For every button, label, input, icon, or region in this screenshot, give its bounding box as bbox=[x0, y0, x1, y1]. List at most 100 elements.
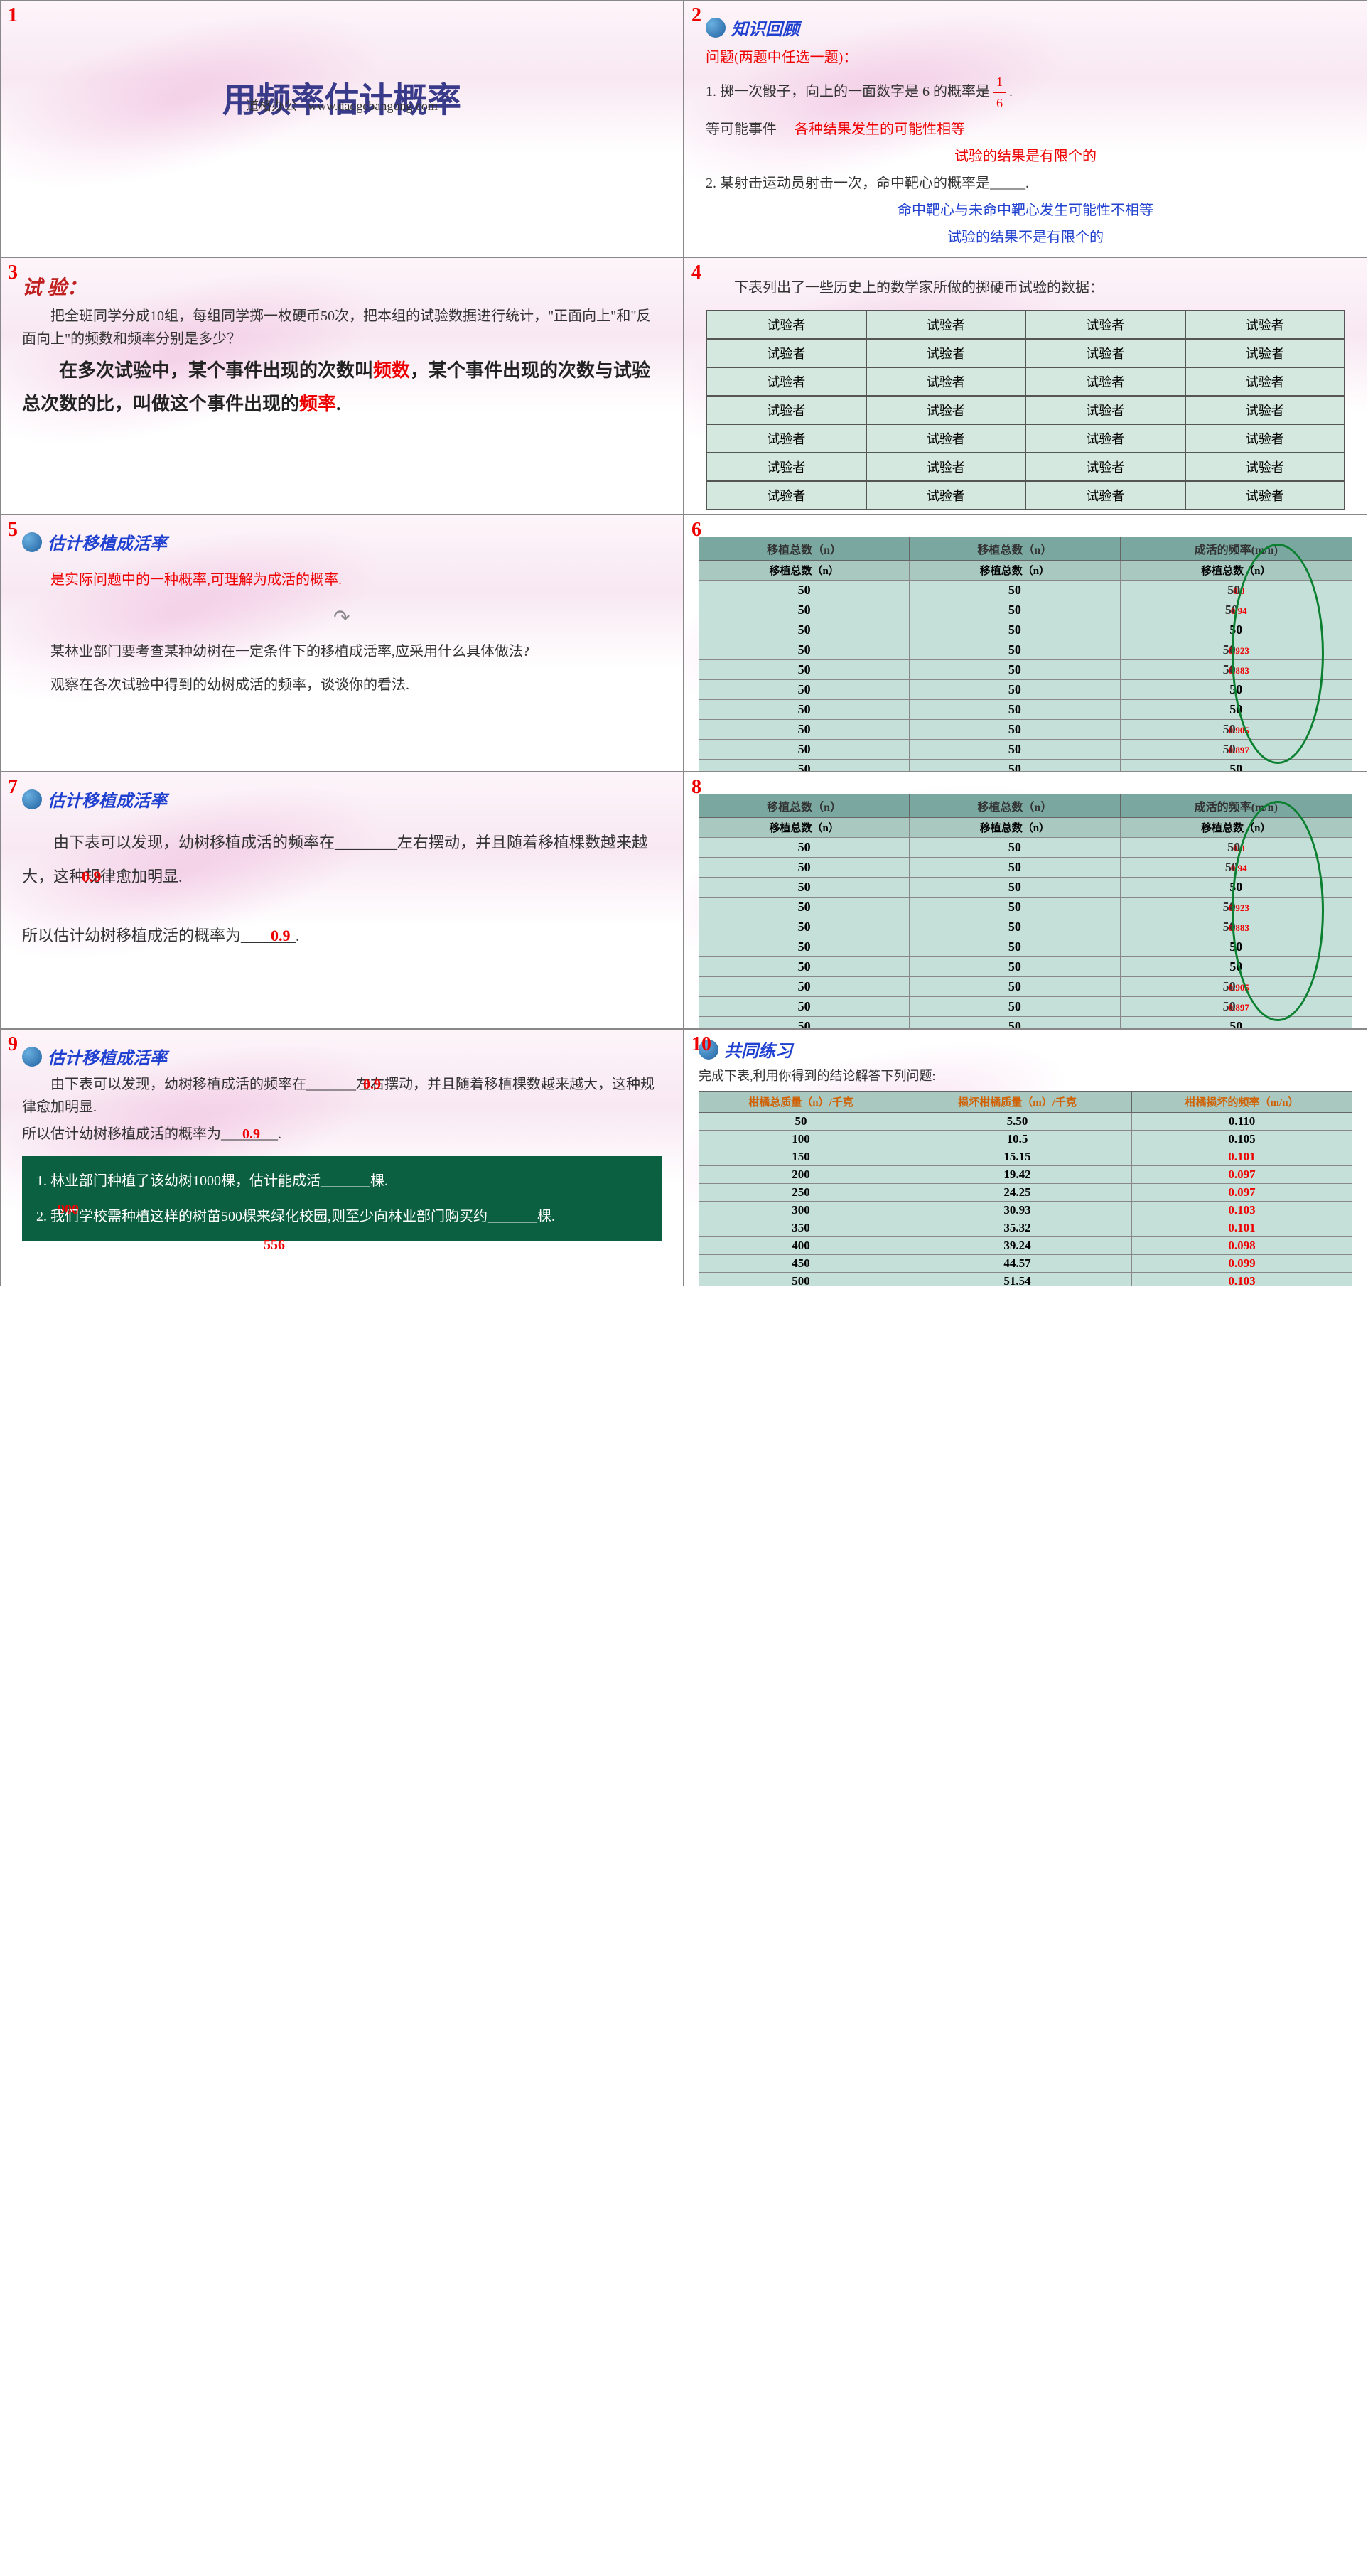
table-cell: 0.103 bbox=[1132, 1201, 1352, 1219]
table-header: 损坏柑橘质量（m）/千克 bbox=[903, 1091, 1131, 1112]
q2-t2: 试验的结果不是有限个的 bbox=[706, 226, 1345, 249]
p2: 观察在各次试验中得到的幼树成活的频率，谈谈你的看法. bbox=[22, 674, 662, 696]
table-cell: 500.897 bbox=[1120, 997, 1352, 1017]
table-cell: 试验者 bbox=[1185, 396, 1345, 424]
table-cell: 24.25 bbox=[903, 1183, 1131, 1201]
table-cell: 500.923 bbox=[1120, 640, 1352, 660]
slide-number: 7 bbox=[8, 776, 18, 799]
table-cell: 50 bbox=[1120, 1017, 1352, 1030]
table-cell: 试验者 bbox=[866, 311, 1026, 339]
table-cell: 50 bbox=[910, 917, 1120, 937]
table-cell: 50 bbox=[699, 700, 910, 720]
table-cell: 500.897 bbox=[1120, 740, 1352, 760]
slide-number: 6 bbox=[691, 519, 701, 541]
table-header: 成活的频率(m/n) bbox=[1120, 537, 1352, 561]
table-cell: 0.101 bbox=[1132, 1219, 1352, 1236]
table-header: 移植总数（n） bbox=[699, 537, 910, 561]
table-cell: 50 bbox=[910, 740, 1120, 760]
table-cell: 试验者 bbox=[1185, 481, 1345, 510]
table-cell: 50 bbox=[910, 620, 1120, 640]
section-header: 试 验： bbox=[22, 272, 662, 301]
table-cell: 50 bbox=[1120, 680, 1352, 700]
table-cell: 试验者 bbox=[1185, 311, 1345, 339]
slides-grid: 1 用频率估计概率 道格办公 - www.daogebangong.com 2 … bbox=[0, 0, 1368, 1286]
table-cell: 50 bbox=[910, 898, 1120, 917]
p1: 把全班同学分成10组，每组同学掷一枚硬币50次，把本组的试验数据进行统计，"正面… bbox=[22, 305, 662, 350]
table-cell: 0.105 bbox=[1132, 1130, 1352, 1148]
slide-number: 1 bbox=[8, 4, 18, 27]
table-cell: 50 bbox=[1120, 957, 1352, 977]
table-cell: 50 bbox=[910, 957, 1120, 977]
section-header: 估计移植成活率 bbox=[22, 1044, 662, 1069]
slide-number: 4 bbox=[691, 262, 701, 284]
table-cell: 50 bbox=[699, 1112, 903, 1130]
table-cell: 50 bbox=[910, 680, 1120, 700]
slide-5: 5 估计移植成活率 是实际问题中的一种概率,可理解为成活的概率. ↶ 某林业部门… bbox=[0, 514, 684, 772]
table-cell: 500.923 bbox=[1120, 898, 1352, 917]
table-cell: 0.098 bbox=[1132, 1236, 1352, 1254]
table-cell: 500.883 bbox=[1120, 917, 1352, 937]
table-cell: 50 bbox=[1120, 620, 1352, 640]
table-cell: 0.101 bbox=[1132, 1148, 1352, 1165]
table-cell: 30.93 bbox=[903, 1201, 1131, 1219]
slide-number: 10 bbox=[691, 1033, 711, 1056]
table-cell: 试验者 bbox=[866, 481, 1026, 510]
table-cell: 200 bbox=[699, 1165, 903, 1183]
globe-icon bbox=[706, 18, 726, 38]
table-cell: 35.32 bbox=[903, 1219, 1131, 1236]
red-note: 是实际问题中的一种概率,可理解为成活的概率. bbox=[22, 568, 662, 591]
table-subheader: 移植总数（n） bbox=[699, 818, 910, 838]
table-cell: 39.24 bbox=[903, 1236, 1131, 1254]
big-text: 在多次试验中，某个事件出现的次数叫频数，某个事件出现的次数与试验总次数的比，叫做… bbox=[22, 355, 662, 421]
table-cell: 50 bbox=[910, 1017, 1120, 1030]
green-box: 1. 林业部门种植了该幼树1000棵，估计能成活_______棵. 900 2.… bbox=[22, 1156, 662, 1241]
slide-7: 7 估计移植成活率 由下表可以发现，幼树移植成活的频率在________左右摆动… bbox=[0, 772, 684, 1029]
slide-8: 8 移植总数（n）移植总数（n）成活的频率(m/n)移植总数（n）移植总数（n）… bbox=[684, 772, 1367, 1029]
table-cell: 试验者 bbox=[706, 367, 866, 396]
globe-icon bbox=[22, 789, 42, 809]
table-subheader: 移植总数（n） bbox=[1120, 561, 1352, 581]
arrow-icon: ↶ bbox=[22, 605, 662, 630]
table-cell: 50 bbox=[699, 997, 910, 1017]
table-cell: 试验者 bbox=[1025, 311, 1185, 339]
slide-number: 3 bbox=[8, 262, 18, 284]
table-cell: 50 bbox=[699, 760, 910, 772]
table-cell: 试验者 bbox=[1185, 367, 1345, 396]
table-cell: 50 bbox=[699, 957, 910, 977]
table-subheader: 移植总数（n） bbox=[1120, 818, 1352, 838]
table-cell: 150 bbox=[699, 1148, 903, 1165]
table-cell: 50 bbox=[910, 581, 1120, 600]
table-cell: 50 bbox=[699, 1017, 910, 1030]
table-cell: 50 bbox=[910, 760, 1120, 772]
table-cell: 50 bbox=[699, 660, 910, 680]
table-cell: 试验者 bbox=[706, 339, 866, 367]
table-cell: 试验者 bbox=[706, 481, 866, 510]
p2: 所以估计幼树移植成活的概率为_______. 0.9 bbox=[22, 923, 662, 948]
table-header: 柑橘总质量（n）/千克 bbox=[699, 1091, 903, 1112]
table-cell: 50 bbox=[699, 680, 910, 700]
transplant-table: 移植总数（n）移植总数（n）成活的频率(m/n)移植总数（n）移植总数（n）移植… bbox=[699, 794, 1352, 1029]
p1: 由下表可以发现，幼树移植成活的频率在________左右摆动，并且随着移植棵数越… bbox=[22, 826, 662, 895]
slide-1: 1 用频率估计概率 道格办公 - www.daogebangong.com bbox=[0, 0, 684, 257]
table-cell: 50 bbox=[699, 937, 910, 957]
table-cell: 50 bbox=[910, 660, 1120, 680]
question-title: 问题(两题中任选一题)： bbox=[706, 45, 1345, 66]
table-cell: 51.54 bbox=[903, 1272, 1131, 1286]
table-cell: 试验者 bbox=[1185, 424, 1345, 453]
table-cell: 试验者 bbox=[1025, 453, 1185, 481]
table-cell: 500.8 bbox=[1120, 838, 1352, 858]
table-cell: 50 bbox=[910, 600, 1120, 620]
table-cell: 500 bbox=[699, 1272, 903, 1286]
table-cell: 50 bbox=[910, 720, 1120, 740]
slide-2: 2 知识回顾 问题(两题中任选一题)： 1. 掷一次骰子，向上的一面数字是 6 … bbox=[684, 0, 1367, 257]
orange-table: 柑橘总质量（n）/千克损坏柑橘质量（m）/千克柑橘损坏的频率（m/n）505.5… bbox=[699, 1091, 1352, 1286]
table-cell: 试验者 bbox=[1185, 339, 1345, 367]
intro: 下表列出了一些历史上的数学家所做的掷硬币试验的数据： bbox=[706, 276, 1345, 299]
table-cell: 44.57 bbox=[903, 1254, 1131, 1272]
section-header: 共同练习 bbox=[699, 1037, 1352, 1062]
table-cell: 50 bbox=[699, 720, 910, 740]
slide-4: 4 下表列出了一些历史上的数学家所做的掷硬币试验的数据： 试验者试验者试验者试验… bbox=[684, 257, 1367, 514]
table-cell: 500.905 bbox=[1120, 977, 1352, 997]
table-cell: 50 bbox=[910, 640, 1120, 660]
table-cell: 50 bbox=[699, 581, 910, 600]
